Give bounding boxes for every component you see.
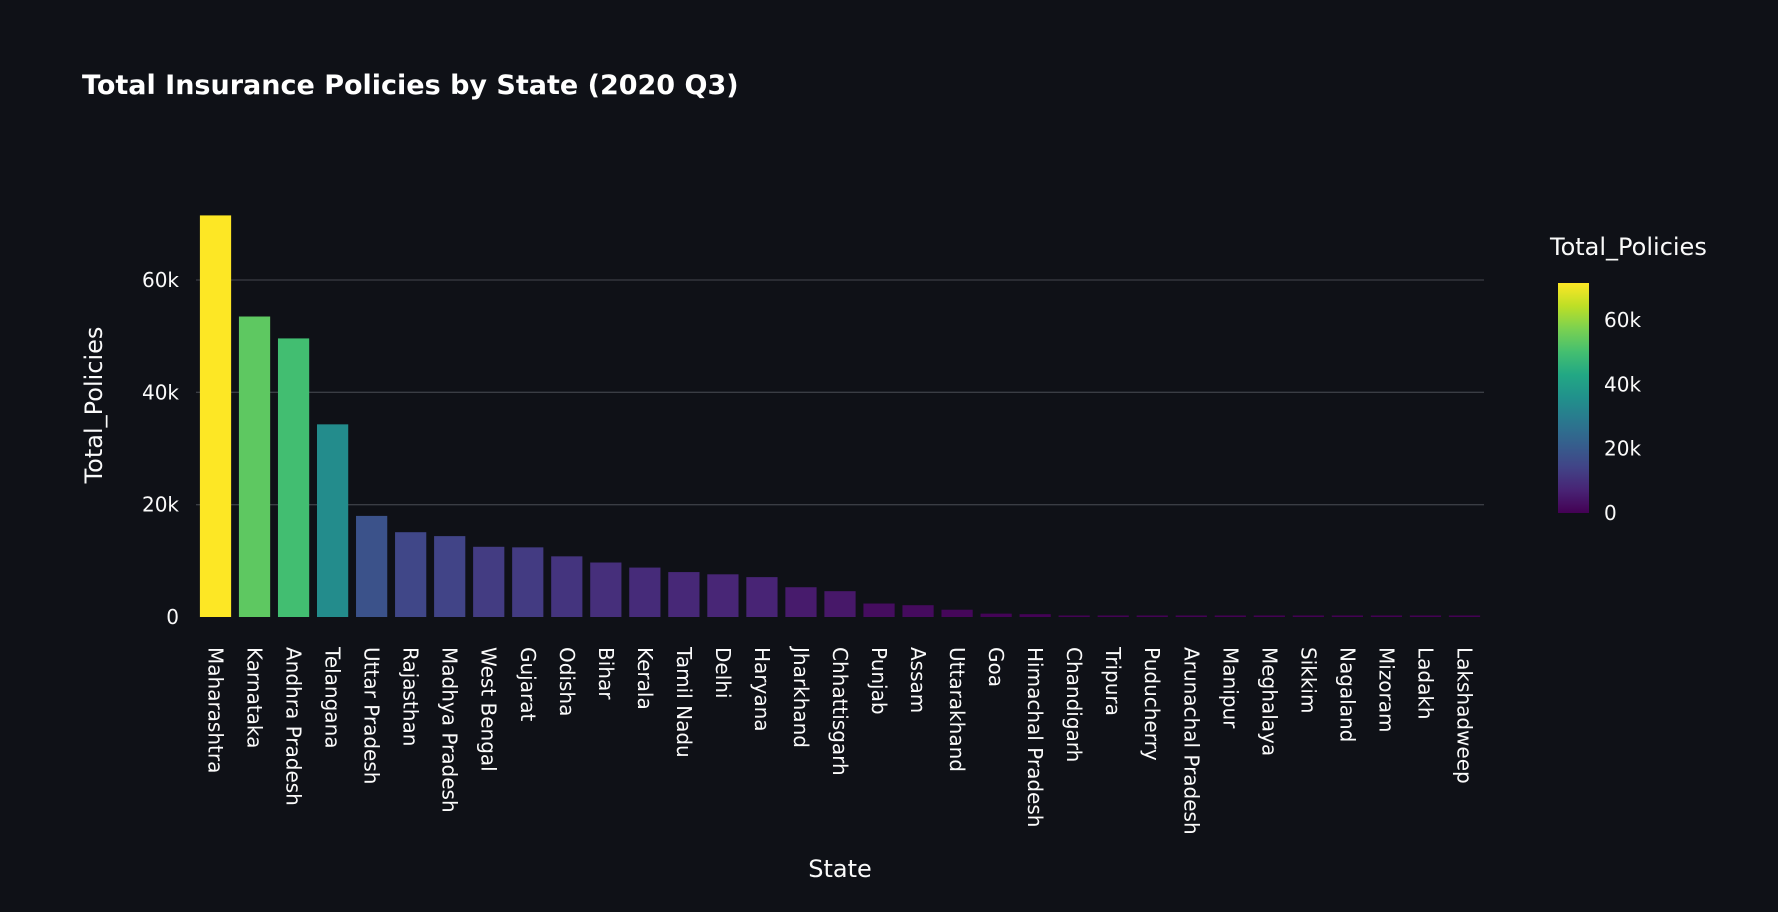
bar bbox=[1214, 615, 1246, 617]
colorbar-tick-label: 60k bbox=[1604, 308, 1641, 332]
y-tick-label: 60k bbox=[142, 268, 179, 292]
bar bbox=[1097, 615, 1129, 617]
x-tick-label: Punjab bbox=[867, 647, 891, 715]
y-axis-title: Total_Policies bbox=[80, 327, 108, 485]
x-tick-label: Karnataka bbox=[243, 647, 267, 748]
bar bbox=[1370, 615, 1403, 617]
x-tick-label: Bihar bbox=[594, 647, 618, 700]
x-tick-label: Manipur bbox=[1218, 647, 1242, 729]
bar bbox=[434, 536, 466, 617]
bar bbox=[980, 613, 1012, 617]
bar bbox=[1019, 614, 1051, 617]
colorbar-tick-label: 0 bbox=[1604, 501, 1617, 525]
gridlines bbox=[196, 279, 1484, 506]
x-tick-label: Tripura bbox=[1101, 646, 1125, 716]
x-tick-label: Maharashtra bbox=[204, 647, 228, 773]
bar bbox=[941, 609, 973, 617]
x-tick-label: Sikkim bbox=[1296, 647, 1320, 713]
x-tick-label: Puducherry bbox=[1140, 647, 1164, 761]
bar bbox=[785, 587, 817, 617]
x-tick-label: Andhra Pradesh bbox=[282, 647, 306, 806]
x-tick-label: Telangana bbox=[321, 646, 345, 749]
x-tick-label: Rajasthan bbox=[399, 647, 423, 746]
bar bbox=[1136, 615, 1168, 617]
y-tick-label: 40k bbox=[142, 380, 179, 404]
bar bbox=[277, 338, 310, 617]
colorbar-gradient bbox=[1558, 283, 1589, 513]
x-tick-label: Uttarakhand bbox=[945, 647, 969, 772]
x-tick-label: Chandigarh bbox=[1062, 647, 1086, 762]
x-tick-label: Chhattisgarh bbox=[828, 647, 852, 776]
colorbar-title: Total_Policies bbox=[1549, 233, 1707, 261]
x-tick-label: Arunachal Pradesh bbox=[1179, 647, 1203, 835]
y-tick-label: 0 bbox=[166, 605, 179, 629]
colorbar-tick-label: 40k bbox=[1604, 372, 1641, 396]
bar bbox=[863, 603, 895, 617]
x-axis-category-labels: Maharashtra Karnataka Andhra Pradesh Telang… bbox=[204, 645, 1477, 835]
x-tick-label: Ladakh bbox=[1413, 647, 1437, 720]
x-tick-label: Delhi bbox=[711, 647, 735, 699]
x-tick-label: Goa bbox=[984, 647, 1008, 687]
x-tick-label: Nagaland bbox=[1335, 647, 1359, 742]
bar bbox=[746, 577, 778, 617]
bar bbox=[473, 546, 505, 617]
y-axis-ticks: 0 20k 40k 60k bbox=[142, 268, 179, 629]
bar bbox=[1175, 615, 1207, 617]
bar bbox=[1331, 615, 1364, 617]
x-tick-label: Jharkhand bbox=[789, 645, 813, 748]
bars bbox=[199, 215, 1481, 618]
x-tick-label: Kerala bbox=[633, 647, 657, 710]
bar bbox=[199, 215, 232, 618]
colorbar-ticks: 0 20k 40k 60k bbox=[1604, 308, 1641, 525]
x-tick-label: Haryana bbox=[750, 647, 774, 732]
x-tick-label: Assam bbox=[906, 647, 930, 713]
bar bbox=[902, 605, 934, 617]
y-tick-label: 20k bbox=[142, 493, 179, 517]
x-tick-label: Odisha bbox=[555, 647, 579, 716]
bar bbox=[668, 572, 700, 617]
bar bbox=[1058, 615, 1090, 617]
x-tick-label: Tamil Nadu bbox=[672, 646, 696, 758]
x-tick-label: Himachal Pradesh bbox=[1023, 647, 1047, 827]
x-tick-label: Madhya Pradesh bbox=[438, 647, 462, 813]
bar bbox=[1448, 615, 1481, 617]
x-axis-title: State bbox=[808, 855, 872, 883]
x-tick-label: Meghalaya bbox=[1257, 647, 1281, 756]
colorbar-tick-label: 20k bbox=[1604, 437, 1641, 461]
bar bbox=[707, 574, 739, 617]
x-tick-label: West Bengal bbox=[477, 647, 501, 772]
x-tick-label: Uttar Pradesh bbox=[360, 647, 384, 784]
bar bbox=[824, 591, 856, 617]
bar bbox=[629, 567, 661, 617]
bar bbox=[1292, 615, 1324, 617]
x-tick-label: Lakshadweep bbox=[1452, 647, 1476, 784]
bar bbox=[551, 556, 583, 617]
bar bbox=[238, 316, 271, 617]
bar bbox=[1253, 615, 1285, 617]
bar bbox=[356, 515, 388, 617]
x-tick-label: Gujarat bbox=[516, 647, 540, 721]
bar bbox=[590, 562, 622, 617]
x-tick-label: Mizoram bbox=[1374, 647, 1398, 733]
colorbar-legend: Total_Policies 0 20k 40k 60k bbox=[1549, 233, 1707, 525]
bar bbox=[316, 424, 349, 617]
chart-title: Total Insurance Policies by State (2020 … bbox=[82, 70, 739, 101]
bar bbox=[512, 547, 544, 617]
bar bbox=[395, 532, 427, 617]
bar bbox=[1409, 615, 1442, 617]
